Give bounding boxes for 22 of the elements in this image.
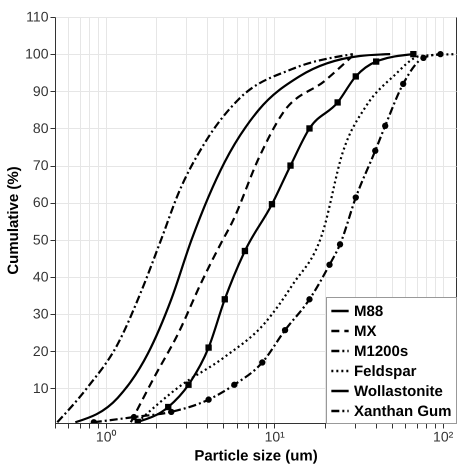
legend-label: Xanthan Gum — [354, 403, 452, 420]
legend-label: Wollastonite — [354, 383, 443, 400]
x-tick-label: 10¹ — [264, 428, 286, 444]
legend-label: Feldspar — [354, 363, 417, 380]
y-tick-label: 90 — [32, 82, 49, 99]
legend-label: M88 — [354, 303, 384, 320]
y-axis-title: Cumulative (%) — [5, 166, 22, 275]
y-tick-label: 100 — [25, 46, 49, 62]
y-tick-label: 110 — [26, 8, 49, 24]
y-tick-label: 40 — [32, 268, 49, 285]
x-tick-label: 10² — [433, 428, 454, 444]
y-tick-label: 30 — [32, 306, 49, 322]
y-tick-label: 80 — [32, 120, 49, 136]
y-tick-label: 60 — [32, 194, 49, 210]
legend-label: MX — [354, 323, 376, 340]
x-axis-title: Particle size (um) — [194, 448, 318, 464]
x-tick-label: 10⁰ — [96, 428, 117, 444]
y-tick-label: 70 — [32, 157, 49, 174]
y-tick-label: 20 — [32, 342, 49, 359]
y-tick-label: 50 — [32, 231, 49, 248]
y-tick-label: 10 — [32, 380, 49, 396]
legend-label: M1200s — [354, 343, 408, 360]
